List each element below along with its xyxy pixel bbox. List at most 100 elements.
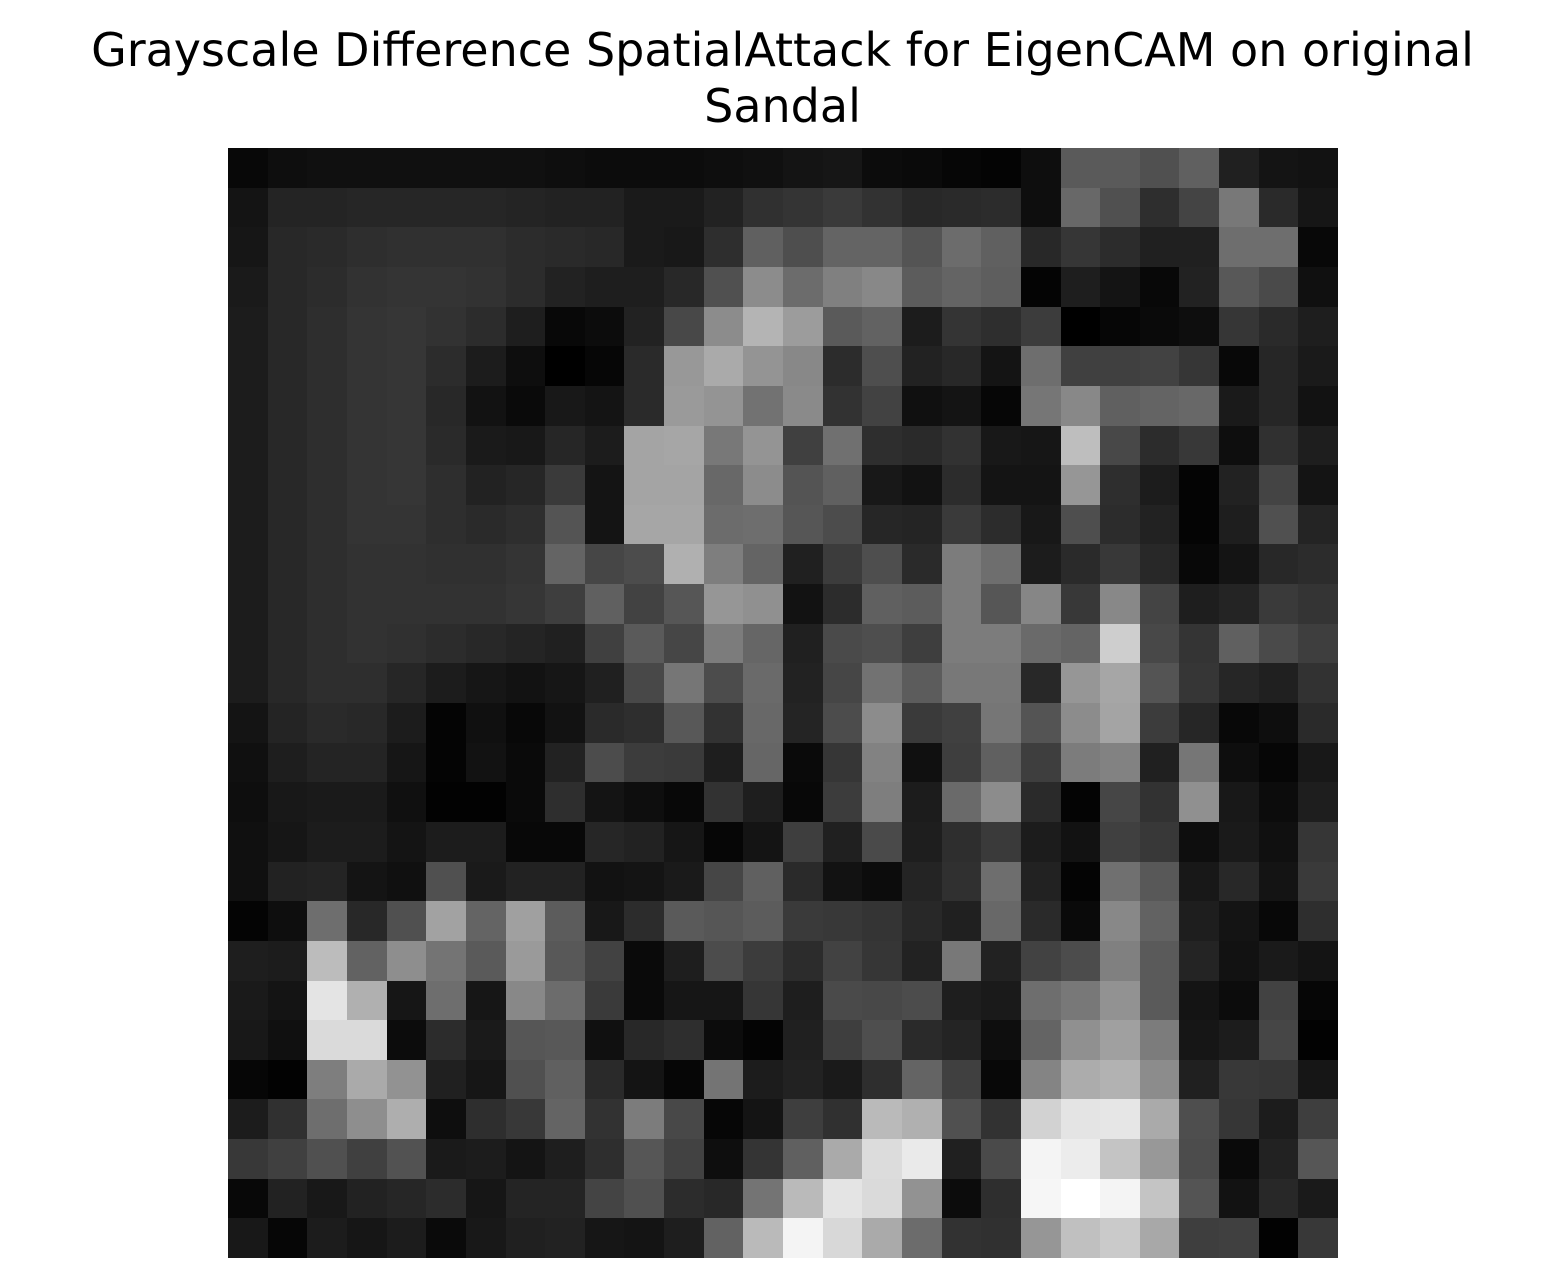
heatmap-cell-r25-c4 — [387, 1139, 426, 1179]
heatmap-cell-r22-c15 — [823, 1020, 862, 1060]
heatmap-cell-r13-c11 — [664, 663, 704, 703]
heatmap-cell-r7-c23 — [1140, 426, 1179, 465]
heatmap-cell-r24-c20 — [1021, 1099, 1061, 1139]
heatmap-cell-r2-c13 — [743, 227, 783, 267]
heatmap-cell-r5-c23 — [1140, 346, 1179, 386]
heatmap-cell-r22-c10 — [624, 1020, 664, 1060]
heatmap-cell-r2-c21 — [1061, 227, 1100, 267]
heatmap-cell-r3-c24 — [1179, 267, 1219, 307]
heatmap-cell-r16-c18 — [942, 782, 981, 822]
heatmap-cell-r7-c12 — [704, 426, 743, 465]
heatmap-cell-r11-c25 — [1219, 584, 1259, 624]
heatmap-cell-r10-c19 — [981, 544, 1021, 584]
heatmap-cell-r27-c11 — [664, 1218, 704, 1258]
heatmap-cell-r14-c23 — [1140, 703, 1179, 743]
heatmap-cell-r24-c11 — [664, 1099, 704, 1139]
heatmap-cell-r4-c20 — [1021, 307, 1061, 346]
heatmap-cell-r16-c8 — [545, 782, 585, 822]
heatmap-cell-r9-c15 — [823, 505, 862, 544]
heatmap-cell-r24-c8 — [545, 1099, 585, 1139]
heatmap-cell-r20-c1 — [268, 941, 307, 981]
heatmap-cell-r3-c21 — [1061, 267, 1100, 307]
heatmap-cell-r2-c18 — [942, 227, 981, 267]
heatmap-cell-r13-c13 — [743, 663, 783, 703]
heatmap-cell-r20-c9 — [585, 941, 624, 981]
heatmap-cell-r13-c22 — [1100, 663, 1140, 703]
heatmap-cell-r19-c26 — [1259, 901, 1298, 941]
heatmap-cell-r11-c1 — [268, 584, 307, 624]
heatmap-cell-r22-c27 — [1298, 1020, 1338, 1060]
heatmap-cell-r6-c23 — [1140, 386, 1179, 426]
heatmap-cell-r2-c3 — [347, 227, 387, 267]
heatmap-cell-r12-c21 — [1061, 624, 1100, 663]
heatmap-cell-r15-c5 — [426, 743, 466, 782]
heatmap-cell-r2-c10 — [624, 227, 664, 267]
heatmap-cell-r1-c15 — [823, 188, 862, 227]
heatmap-cell-r25-c1 — [268, 1139, 307, 1179]
heatmap-cell-r0-c4 — [387, 148, 426, 188]
heatmap-cell-r21-c27 — [1298, 981, 1338, 1020]
heatmap-cell-r14-c1 — [268, 703, 307, 743]
heatmap-cell-r12-c4 — [387, 624, 426, 663]
heatmap-cell-r6-c11 — [664, 386, 704, 426]
heatmap-cell-r16-c16 — [862, 782, 902, 822]
heatmap-cell-r17-c0 — [228, 822, 268, 862]
heatmap-cell-r9-c14 — [783, 505, 823, 544]
heatmap-cell-r13-c17 — [902, 663, 942, 703]
heatmap-cell-r21-c18 — [942, 981, 981, 1020]
heatmap-cell-r8-c16 — [862, 465, 902, 505]
heatmap-cell-r20-c7 — [506, 941, 545, 981]
heatmap-cell-r23-c22 — [1100, 1060, 1140, 1099]
heatmap-cell-r6-c10 — [624, 386, 664, 426]
heatmap-cell-r16-c9 — [585, 782, 624, 822]
heatmap-cell-r3-c17 — [902, 267, 942, 307]
heatmap-cell-r6-c9 — [585, 386, 624, 426]
heatmap-cell-r13-c21 — [1061, 663, 1100, 703]
heatmap-cell-r13-c27 — [1298, 663, 1338, 703]
heatmap-cell-r13-c16 — [862, 663, 902, 703]
heatmap-cell-r10-c9 — [585, 544, 624, 584]
heatmap-cell-r24-c4 — [387, 1099, 426, 1139]
heatmap-cell-r19-c1 — [268, 901, 307, 941]
heatmap-cell-r0-c10 — [624, 148, 664, 188]
heatmap-cell-r1-c13 — [743, 188, 783, 227]
heatmap-cell-r18-c24 — [1179, 862, 1219, 901]
heatmap-cell-r26-c10 — [624, 1179, 664, 1218]
heatmap-cell-r9-c10 — [624, 505, 664, 544]
heatmap-cell-r17-c15 — [823, 822, 862, 862]
heatmap-cell-r18-c15 — [823, 862, 862, 901]
heatmap-cell-r6-c24 — [1179, 386, 1219, 426]
heatmap-cell-r24-c9 — [585, 1099, 624, 1139]
heatmap-cell-r25-c14 — [783, 1139, 823, 1179]
heatmap-cell-r24-c23 — [1140, 1099, 1179, 1139]
heatmap-cell-r19-c7 — [506, 901, 545, 941]
heatmap-cell-r23-c20 — [1021, 1060, 1061, 1099]
heatmap-cell-r11-c22 — [1100, 584, 1140, 624]
heatmap-cell-r11-c23 — [1140, 584, 1179, 624]
heatmap-cell-r6-c1 — [268, 386, 307, 426]
heatmap-cell-r27-c0 — [228, 1218, 268, 1258]
heatmap-cell-r7-c2 — [307, 426, 347, 465]
heatmap-cell-r24-c15 — [823, 1099, 862, 1139]
heatmap-cell-r23-c5 — [426, 1060, 466, 1099]
heatmap-cell-r26-c15 — [823, 1179, 862, 1218]
heatmap-cell-r22-c26 — [1259, 1020, 1298, 1060]
heatmap-cell-r0-c16 — [862, 148, 902, 188]
heatmap-cell-r4-c26 — [1259, 307, 1298, 346]
heatmap-cell-r9-c5 — [426, 505, 466, 544]
heatmap-cell-r5-c5 — [426, 346, 466, 386]
heatmap-cell-r7-c26 — [1259, 426, 1298, 465]
heatmap-cell-r13-c2 — [307, 663, 347, 703]
heatmap-cell-r19-c4 — [387, 901, 426, 941]
heatmap-cell-r27-c3 — [347, 1218, 387, 1258]
heatmap-cell-r2-c15 — [823, 227, 862, 267]
heatmap-cell-r26-c6 — [466, 1179, 506, 1218]
heatmap-cell-r2-c0 — [228, 227, 268, 267]
heatmap-cell-r6-c7 — [506, 386, 545, 426]
heatmap-cell-r20-c23 — [1140, 941, 1179, 981]
heatmap-cell-r20-c22 — [1100, 941, 1140, 981]
heatmap-cell-r14-c3 — [347, 703, 387, 743]
heatmap-cell-r21-c12 — [704, 981, 743, 1020]
heatmap-cell-r14-c0 — [228, 703, 268, 743]
heatmap-cell-r18-c2 — [307, 862, 347, 901]
